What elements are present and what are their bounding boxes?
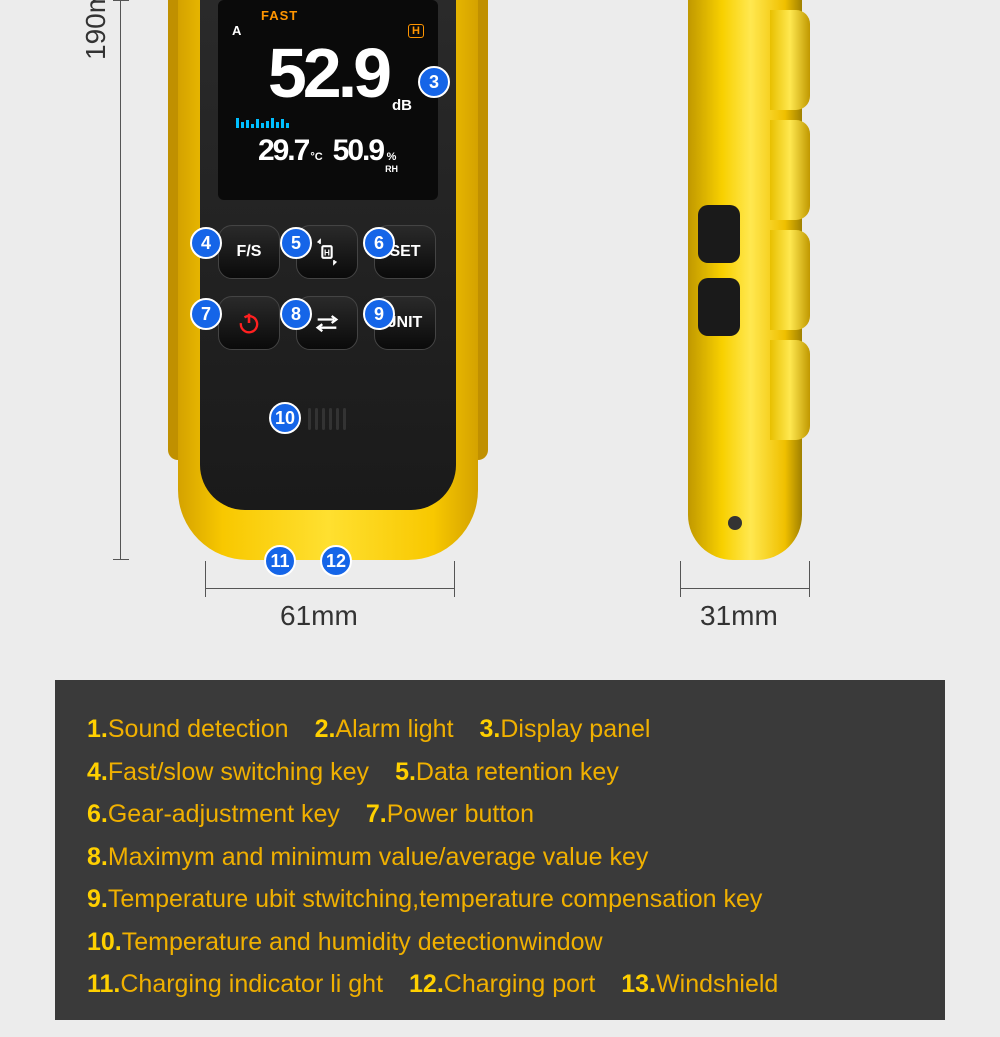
legend-item-number: 3. bbox=[480, 715, 501, 743]
callout-marker-4: 4 bbox=[190, 227, 222, 259]
width-dimension-label: 61mm bbox=[280, 600, 358, 632]
legend-item-text: Charging indicator li ght bbox=[120, 970, 383, 998]
legend-item: 11.Charging indicator li ght bbox=[87, 970, 383, 998]
speaker-grille bbox=[308, 408, 348, 430]
legend-item-text: Fast/slow switching key bbox=[108, 758, 369, 786]
legend-item-number: 13. bbox=[621, 970, 656, 998]
legend-item: 3.Display panel bbox=[480, 715, 651, 743]
legend-item-text: Display panel bbox=[500, 715, 650, 743]
display-panel: FAST A H 52.9 dB 29.7 °C 50.9 % RH bbox=[218, 0, 438, 200]
callout-marker-10: 10 bbox=[269, 402, 301, 434]
legend-item-number: 2. bbox=[315, 715, 336, 743]
legend-line: 9.Temperature ubit stwitching,temperatur… bbox=[87, 878, 913, 921]
depth-dimension-label: 31mm bbox=[700, 600, 778, 632]
legend-line: 4.Fast/slow switching key 5.Data retentio… bbox=[87, 751, 913, 794]
device-side-view bbox=[680, 0, 810, 560]
side-ridge bbox=[770, 230, 810, 330]
display-humidity-unit: % RH bbox=[385, 151, 398, 175]
legend-box: 1.Sound detection 2.Alarm light 3.Display … bbox=[55, 680, 945, 1020]
legend-item: 1.Sound detection bbox=[87, 715, 289, 743]
legend-line: 6.Gear-adjustment key 7.Power button bbox=[87, 793, 913, 836]
legend-item: 13.Windshield bbox=[621, 970, 778, 998]
legend-item-text: Charging port bbox=[444, 970, 595, 998]
legend-line: 11.Charging indicator li ght12.Charging … bbox=[87, 963, 913, 1006]
legend-item-number: 1. bbox=[87, 715, 108, 743]
legend-item: 4.Fast/slow switching key bbox=[87, 758, 369, 786]
legend-item-number: 8. bbox=[87, 843, 108, 871]
legend-item-number: 4. bbox=[87, 758, 108, 786]
callout-marker-9: 9 bbox=[363, 298, 395, 330]
side-button-bottom bbox=[698, 278, 740, 336]
legend-item-text: Data retention key bbox=[416, 758, 619, 786]
display-secondary-row: 29.7 °C 50.9 % RH bbox=[226, 134, 430, 175]
side-ridge bbox=[770, 340, 810, 440]
callout-marker-11: 11 bbox=[264, 545, 296, 577]
legend-item-number: 9. bbox=[87, 885, 108, 913]
side-ridge bbox=[770, 120, 810, 220]
legend-item-text: Gear-adjustment key bbox=[108, 800, 340, 828]
svg-text:H: H bbox=[324, 249, 330, 258]
fs-button[interactable]: F/S bbox=[218, 225, 280, 279]
power-button[interactable] bbox=[218, 296, 280, 350]
callout-marker-7: 7 bbox=[190, 298, 222, 330]
power-icon bbox=[235, 309, 263, 337]
legend-line: 8.Maximym and minimum value/average valu… bbox=[87, 836, 913, 879]
side-button-top bbox=[698, 205, 740, 263]
display-mode-a: A bbox=[232, 23, 241, 38]
arrows-icon bbox=[313, 309, 341, 337]
legend-item: 2.Alarm light bbox=[315, 715, 454, 743]
legend-item-number: 6. bbox=[87, 800, 108, 828]
legend-item-text: Power button bbox=[387, 800, 534, 828]
legend-item-number: 7. bbox=[366, 800, 387, 828]
legend-item-text: Maximym and minimum value/average value … bbox=[108, 843, 649, 871]
legend-item-text: Temperature ubit stwitching,temperature … bbox=[108, 885, 763, 913]
callout-marker-5: 5 bbox=[280, 227, 312, 259]
legend-item-text: Sound detection bbox=[108, 715, 289, 743]
display-bar-graph bbox=[236, 118, 430, 128]
legend-item-number: 12. bbox=[409, 970, 444, 998]
side-ridge bbox=[770, 10, 810, 110]
callout-marker-8: 8 bbox=[280, 298, 312, 330]
display-temp-unit: °C bbox=[310, 151, 322, 163]
legend-line: 1.Sound detection 2.Alarm light 3.Display … bbox=[87, 708, 913, 751]
legend-item-text: Windshield bbox=[656, 970, 778, 998]
display-humidity-value: 50.9 bbox=[333, 134, 383, 168]
display-main-reading: 52.9 bbox=[226, 42, 430, 105]
legend-item: 9.Temperature ubit stwitching,temperatur… bbox=[87, 885, 762, 913]
hold-cycle-icon: H bbox=[313, 238, 341, 266]
height-dimension-line bbox=[120, 0, 121, 560]
legend-item: 5.Data retention key bbox=[395, 758, 619, 786]
legend-item-text: Temperature and humidity detectionwindow bbox=[122, 928, 603, 956]
callout-marker-6: 6 bbox=[363, 227, 395, 259]
side-lanyard-hole bbox=[728, 516, 742, 530]
button-row-2: JNIT bbox=[218, 296, 436, 350]
legend-item-number: 5. bbox=[395, 758, 416, 786]
legend-item: 10.Temperature and humidity detectionwin… bbox=[87, 928, 603, 956]
legend-item: 7.Power button bbox=[366, 800, 534, 828]
legend-line: 10.Temperature and humidity detectionwin… bbox=[87, 921, 913, 964]
legend-item: 8.Maximym and minimum value/average valu… bbox=[87, 843, 648, 871]
legend-item: 12.Charging port bbox=[409, 970, 595, 998]
button-row-1: F/S H SET bbox=[218, 225, 436, 279]
legend-item-number: 11. bbox=[87, 970, 120, 998]
legend-item-text: Alarm light bbox=[335, 715, 453, 743]
depth-dimension-line bbox=[680, 588, 810, 589]
width-dimension-line bbox=[205, 588, 455, 589]
legend-item: 6.Gear-adjustment key bbox=[87, 800, 340, 828]
display-hold-indicator: H bbox=[408, 24, 424, 38]
height-dimension-label: 190mm bbox=[80, 0, 112, 60]
callout-marker-12: 12 bbox=[320, 545, 352, 577]
callout-marker-3: 3 bbox=[418, 66, 450, 98]
display-fast-indicator: FAST bbox=[261, 8, 430, 23]
legend-item-number: 10. bbox=[87, 928, 122, 956]
display-temp-value: 29.7 bbox=[258, 134, 308, 168]
